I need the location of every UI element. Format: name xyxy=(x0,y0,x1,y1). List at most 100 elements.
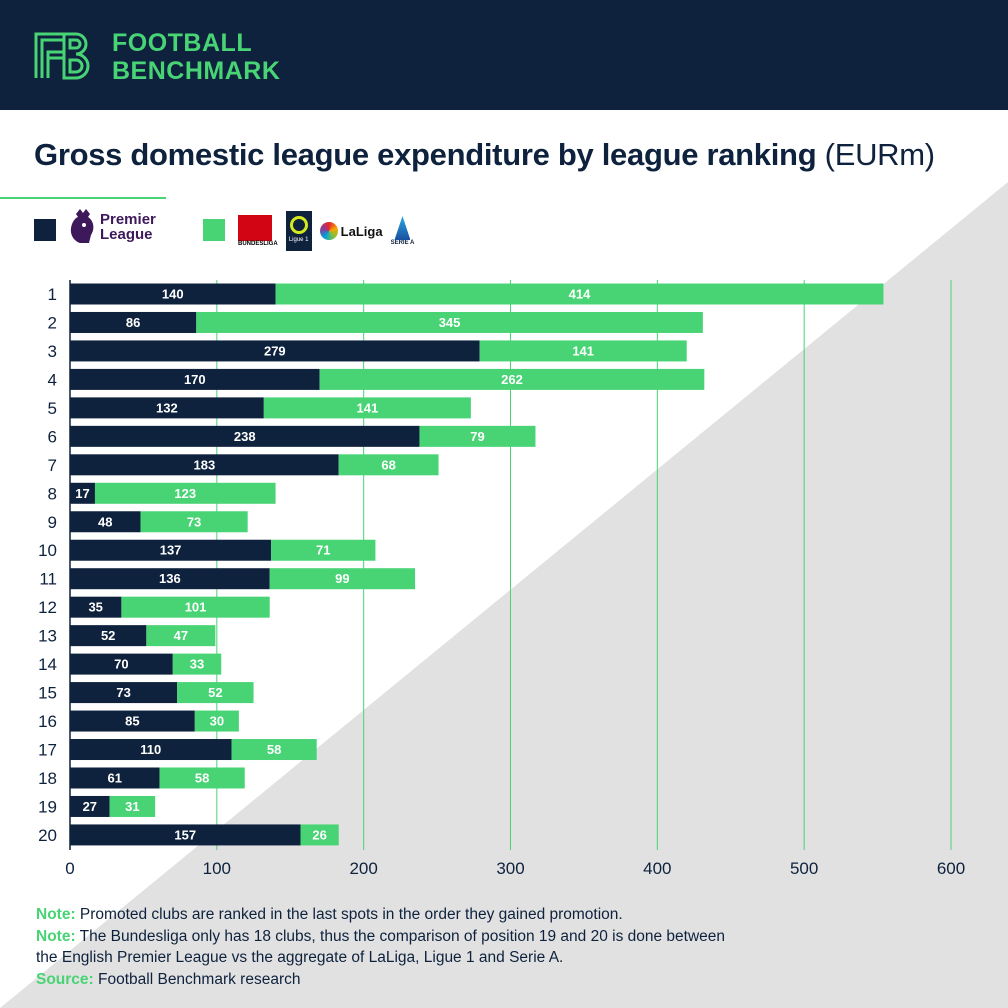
data-label: 414 xyxy=(569,287,591,302)
y-tick-label: 18 xyxy=(38,769,57,788)
y-tick-label: 19 xyxy=(38,797,57,816)
data-label: 52 xyxy=(208,685,222,700)
bar-segment xyxy=(70,311,197,333)
title-main: Gross domestic league expenditure by lea… xyxy=(34,137,817,172)
bar-segment xyxy=(70,795,110,817)
bar-segment xyxy=(70,625,147,647)
notes: Note: Promoted clubs are ranked in the l… xyxy=(36,904,725,990)
bar-segment xyxy=(231,739,317,761)
data-label: 61 xyxy=(108,770,122,785)
bar-segment xyxy=(146,625,216,647)
header: FOOTBALL BENCHMARK xyxy=(0,0,1008,110)
bar-segment xyxy=(319,368,705,390)
data-label: 48 xyxy=(98,514,112,529)
y-tick-label: 6 xyxy=(48,427,57,446)
title-unit: (EURm) xyxy=(824,137,935,172)
bar-segment xyxy=(70,454,339,476)
bar-segment xyxy=(70,710,195,732)
y-tick-label: 7 xyxy=(48,456,57,475)
bar-segment xyxy=(70,482,95,504)
bar-segment xyxy=(70,539,272,561)
data-label: 35 xyxy=(88,600,102,615)
note-2-cont: the English Premier League vs the aggreg… xyxy=(36,949,564,966)
bundesliga-label: Bundesliga xyxy=(238,241,278,247)
y-tick-label: 17 xyxy=(38,741,57,760)
y-tick-label: 9 xyxy=(48,513,57,532)
y-tick-label: 15 xyxy=(38,684,57,703)
divider xyxy=(0,197,166,199)
bar-segment xyxy=(70,283,276,305)
fb-logo-icon xyxy=(34,32,90,80)
data-label: 73 xyxy=(187,514,201,529)
data-label: 30 xyxy=(210,714,224,729)
legend-other-leagues: Bundesliga Ligue 1 LaLiga Serie A xyxy=(238,211,414,251)
data-label: 101 xyxy=(185,600,207,615)
y-tick-label: 10 xyxy=(38,541,57,560)
x-tick-label: 200 xyxy=(349,859,377,878)
data-label: 136 xyxy=(159,571,181,586)
bar-segment xyxy=(194,710,239,732)
ligue1-label: Ligue 1 xyxy=(288,237,309,243)
data-label: 71 xyxy=(316,543,330,558)
bar-segment xyxy=(70,511,141,533)
bar-segment xyxy=(338,454,439,476)
source: Source: Football Benchmark research xyxy=(36,970,301,988)
bar-segment xyxy=(177,682,254,704)
bar-segment xyxy=(94,482,276,504)
y-tick-label: 8 xyxy=(48,484,57,503)
note-1: Note: Promoted clubs are ranked in the l… xyxy=(36,906,623,923)
bar-segment xyxy=(70,767,160,789)
legend-swatch-premier-league xyxy=(34,219,56,241)
bar-segment xyxy=(70,824,301,846)
bar-segment xyxy=(70,425,420,447)
y-tick-label: 11 xyxy=(39,570,57,589)
y-tick-label: 12 xyxy=(38,598,57,617)
bundesliga-logo-icon: Bundesliga xyxy=(238,215,278,247)
ligue1-logo-icon: Ligue 1 xyxy=(285,211,312,251)
x-tick-label: 400 xyxy=(643,859,671,878)
bar-segment xyxy=(269,568,416,590)
y-tick-label: 5 xyxy=(48,399,57,418)
data-label: 47 xyxy=(174,628,188,643)
legend-swatch-other-leagues xyxy=(203,219,225,241)
data-label: 141 xyxy=(356,400,378,415)
y-tick-label: 4 xyxy=(48,370,57,389)
bar-segment xyxy=(419,425,536,447)
data-label: 141 xyxy=(572,343,594,358)
data-label: 31 xyxy=(125,799,139,814)
bar-segment xyxy=(70,368,320,390)
bar-segment xyxy=(196,311,703,333)
bar-segment xyxy=(271,539,376,561)
premier-league-lion-icon xyxy=(70,209,94,243)
data-label: 157 xyxy=(174,827,196,842)
bar-segment xyxy=(70,682,178,704)
data-label: 132 xyxy=(156,400,178,415)
data-label: 17 xyxy=(75,486,89,501)
y-tick-label: 2 xyxy=(48,313,57,332)
y-tick-label: 14 xyxy=(38,655,57,674)
x-tick-label: 600 xyxy=(937,859,965,878)
y-tick-label: 20 xyxy=(38,826,57,845)
legend-premier-league: Premier League xyxy=(100,211,156,243)
bar-segment xyxy=(275,283,884,305)
data-label: 183 xyxy=(194,457,216,472)
bar-segment xyxy=(263,397,471,419)
x-tick-label: 0 xyxy=(65,859,74,878)
data-label: 70 xyxy=(114,657,128,672)
y-tick-label: 16 xyxy=(38,712,57,731)
data-label: 73 xyxy=(116,685,130,700)
bar-segment xyxy=(70,397,264,419)
data-label: 85 xyxy=(125,714,139,729)
bar-segment xyxy=(172,653,222,675)
data-label: 86 xyxy=(126,315,140,330)
bar-segment xyxy=(121,596,270,618)
data-label: 99 xyxy=(335,571,349,586)
x-tick-label: 500 xyxy=(790,859,818,878)
bar-segment xyxy=(479,340,687,362)
brand-line1: FOOTBALL xyxy=(112,29,253,57)
data-label: 68 xyxy=(381,457,395,472)
chart-title: Gross domestic league expenditure by lea… xyxy=(34,137,935,173)
bar-segment xyxy=(70,739,232,761)
